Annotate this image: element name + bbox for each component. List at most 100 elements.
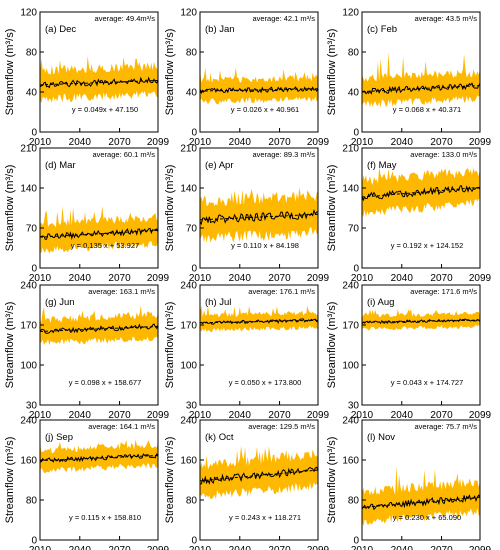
- trend-equation: y = 0.098 x + 158.677: [69, 378, 142, 387]
- plot-frame: [199, 147, 319, 269]
- x-tick-label: 2040: [229, 545, 252, 550]
- y-tick-label: 120: [180, 8, 197, 19]
- x-tick-label: 2010: [351, 410, 374, 421]
- panel-label: (a) Dec: [45, 24, 76, 35]
- x-tick-label: 2070: [268, 137, 291, 148]
- y-tick-label: 80: [186, 496, 198, 507]
- x-tick-label: 2070: [108, 545, 131, 550]
- plot-frame: [199, 419, 319, 541]
- y-tick-label: 30: [186, 401, 198, 412]
- panel-label: (e) Apr: [205, 160, 234, 171]
- x-tick-label: 2070: [108, 410, 131, 421]
- y-tick-label: 170: [342, 321, 359, 332]
- y-axis-title: Streamflow (m³/s): [4, 165, 16, 252]
- y-tick-label: 0: [31, 536, 37, 547]
- y-tick-label: 80: [348, 496, 360, 507]
- panel-jul: 2010 2040 2070 2099 30 100 170 240 (h) Jul averag…: [164, 281, 330, 422]
- x-tick-label: 2070: [268, 545, 291, 550]
- band-area: [40, 439, 158, 474]
- mean-line: [199, 318, 319, 325]
- band-area: [362, 465, 480, 527]
- average-label: average: 43.5 m³/s: [414, 14, 477, 23]
- y-axis-title: Streamflow (m³/s): [4, 29, 16, 116]
- mean-line: [361, 185, 481, 202]
- trend-equation: y = 0.049x + 47.150: [72, 105, 138, 114]
- mean-line: [39, 453, 159, 463]
- y-tick-label: 30: [26, 401, 38, 412]
- x-tick-label: 2010: [351, 137, 374, 148]
- mean-line: [199, 466, 319, 485]
- band-area: [200, 187, 318, 243]
- x-tick-label: 2040: [391, 545, 414, 550]
- y-tick-label: 120: [342, 8, 359, 19]
- panel-jan: 2010 2040 2070 2099 0 40 80 120 (b) Jan average: …: [164, 8, 330, 149]
- y-tick-label: 170: [180, 321, 197, 332]
- mean-line: [39, 323, 159, 334]
- panel-label: (b) Jan: [205, 24, 235, 35]
- y-tick-label: 120: [20, 8, 37, 19]
- x-tick-label: 2010: [29, 410, 52, 421]
- y-tick-label: 0: [353, 536, 359, 547]
- y-tick-label: 40: [186, 88, 198, 99]
- panel-oct: 2010 2040 2070 2099 0 80 160 240 (k) Oct average:…: [164, 416, 330, 550]
- mean-line: [361, 318, 481, 325]
- x-tick-label: 2070: [430, 545, 453, 550]
- trend-equation: y = 0.110 x + 84.198: [231, 241, 299, 250]
- plot-frame: [361, 419, 481, 541]
- trend-equation: y = 0.243 x + 118.271: [229, 513, 301, 522]
- plot-frame: [39, 147, 159, 269]
- x-tick-label: 2099: [469, 273, 492, 284]
- y-tick-label: 40: [26, 88, 38, 99]
- average-label: average: 129.5 m³/s: [248, 422, 315, 431]
- x-tick-label: 2010: [189, 545, 212, 550]
- x-tick-label: 2040: [391, 273, 414, 284]
- y-tick-label: 80: [186, 48, 198, 59]
- panel-dec: 2010 2040 2070 2099 0 40 80 120 (a) Dec average: …: [4, 8, 170, 149]
- y-tick-label: 240: [180, 416, 197, 427]
- x-tick-label: 2010: [29, 545, 52, 550]
- y-tick-label: 30: [348, 401, 360, 412]
- mean-line: [39, 76, 159, 89]
- average-label: average: 164.1 m³/s: [88, 422, 155, 431]
- panel-aug: 2010 2040 2070 2099 30 100 170 240 (i) Aug averag…: [326, 281, 492, 422]
- y-tick-label: 100: [342, 361, 359, 372]
- plot-frame: [361, 147, 481, 269]
- y-tick-label: 70: [348, 224, 360, 235]
- y-tick-label: 210: [180, 144, 197, 155]
- x-tick-label: 2099: [147, 137, 170, 148]
- y-axis-title: Streamflow (m³/s): [326, 302, 338, 389]
- x-tick-label: 2099: [147, 273, 170, 284]
- y-tick-label: 240: [20, 281, 37, 292]
- y-tick-label: 80: [26, 496, 38, 507]
- y-tick-label: 0: [191, 264, 197, 275]
- x-tick-label: 2070: [268, 410, 291, 421]
- y-tick-label: 140: [342, 184, 359, 195]
- x-tick-label: 2099: [469, 410, 492, 421]
- x-tick-label: 2040: [229, 410, 252, 421]
- average-label: average: 89.3 m³/s: [252, 150, 315, 159]
- panel-jun: 2010 2040 2070 2099 30 100 170 240 (g) Jun averag…: [4, 281, 170, 422]
- plot-frame: [361, 11, 481, 133]
- y-tick-label: 100: [180, 361, 197, 372]
- panel-label: (g) Jun: [45, 297, 75, 308]
- y-tick-label: 240: [342, 281, 359, 292]
- x-tick-label: 2010: [29, 137, 52, 148]
- average-label: average: 75.7 m³/s: [414, 422, 477, 431]
- band-area: [200, 305, 318, 333]
- panel-label: (l) Nov: [367, 432, 395, 443]
- x-tick-label: 2070: [430, 273, 453, 284]
- x-tick-label: 2070: [108, 137, 131, 148]
- x-tick-label: 2099: [147, 545, 170, 550]
- panel-label: (c) Feb: [367, 24, 397, 35]
- plot-frame: [361, 284, 481, 406]
- y-tick-label: 160: [180, 456, 197, 467]
- trend-equation: y = 0.115 x + 158.810: [69, 513, 141, 522]
- y-axis-title: Streamflow (m³/s): [326, 165, 338, 252]
- y-axis-title: Streamflow (m³/s): [164, 29, 176, 116]
- mean-line: [199, 209, 319, 226]
- trend-equation: y = 0.135 x + 53.927: [71, 241, 139, 250]
- y-axis-title: Streamflow (m³/s): [4, 302, 16, 389]
- y-tick-label: 100: [20, 361, 37, 372]
- x-tick-label: 2099: [307, 273, 330, 284]
- trend-equation: y = 0.026 x + 40.961: [231, 105, 299, 114]
